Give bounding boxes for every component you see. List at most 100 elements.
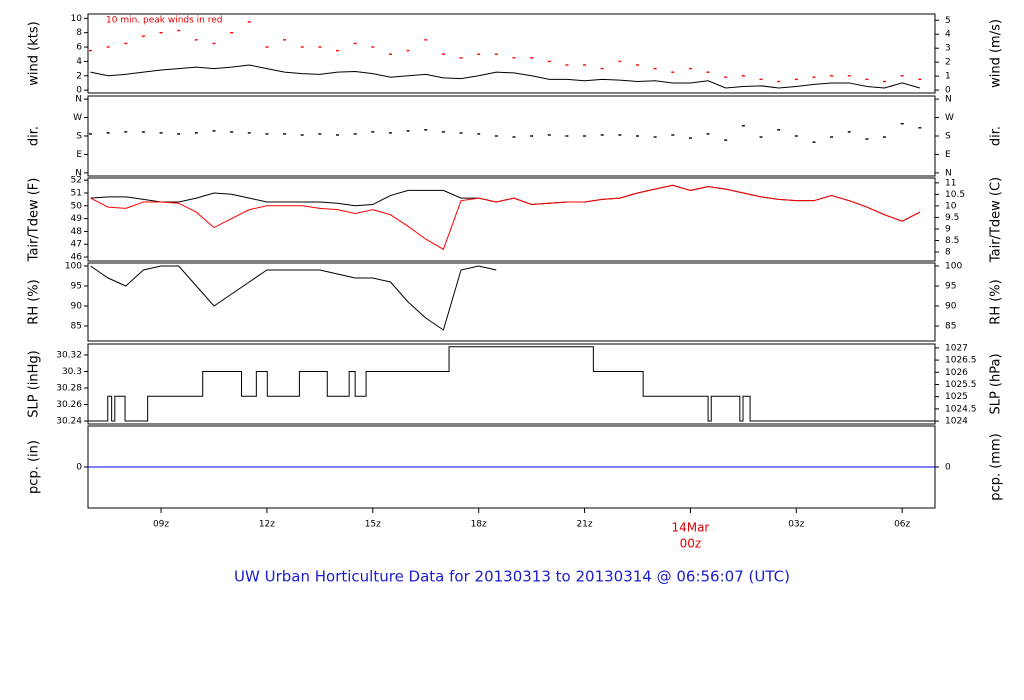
data-point [530, 57, 534, 59]
x-tick-label: 15z [365, 520, 381, 530]
data-point [759, 78, 763, 81]
data-point [794, 135, 798, 137]
data-point [300, 134, 304, 136]
data-point [353, 42, 357, 45]
y2-tick-label: 95 [945, 282, 956, 292]
data-point [230, 31, 234, 34]
y2-tick-label: 2 [945, 58, 951, 68]
panel-frame [87, 262, 936, 342]
data-point [283, 39, 287, 41]
data-point [706, 133, 710, 135]
data-point [336, 49, 340, 52]
data-point [336, 134, 340, 136]
data-point [618, 60, 622, 63]
y2-tick-label: 10.5 [945, 190, 965, 200]
y-tick-label: 2 [76, 71, 82, 81]
x-tick-label: 06z [894, 520, 910, 530]
data-point [388, 53, 392, 55]
y-tick-label: 30.28 [56, 384, 82, 394]
data-point [494, 135, 498, 137]
data-point [794, 78, 798, 81]
data-point [900, 122, 904, 125]
data-point [177, 133, 181, 135]
data-line [90, 265, 497, 331]
x-date-label: 14Mar [671, 521, 709, 535]
y-axis-label: wind (kts) [27, 21, 42, 85]
data-point [777, 129, 781, 131]
data-point [759, 136, 763, 138]
data-point [247, 132, 251, 134]
data-point [159, 31, 163, 34]
data-line [90, 64, 920, 89]
data-point [653, 136, 657, 138]
y2-tick-label: 9.5 [945, 213, 959, 223]
y2-tick-label: E [945, 150, 951, 160]
y-tick-label: 95 [71, 282, 82, 292]
data-point [847, 75, 851, 77]
data-point [918, 127, 922, 129]
data-point [441, 53, 445, 55]
y2-tick-label: 11 [945, 178, 956, 188]
data-point [124, 42, 128, 45]
data-point [688, 137, 692, 139]
data-point [106, 46, 110, 48]
data-point [141, 35, 145, 37]
y-tick-label: S [76, 132, 82, 142]
y2-tick-label: 1 [945, 72, 951, 82]
y2-tick-label: 8 [945, 248, 951, 258]
y-tick-label: W [73, 113, 82, 123]
y2-tick-label: 1025 [945, 392, 968, 402]
data-point [106, 132, 110, 134]
data-point [900, 75, 904, 77]
data-point [724, 76, 728, 78]
x-tick-label: 09z [153, 520, 169, 530]
data-point [777, 80, 781, 83]
data-point [883, 136, 887, 138]
data-point [741, 75, 745, 77]
x-tick-label: 00z [680, 537, 702, 551]
data-point [741, 125, 745, 127]
y-tick-label: 90 [71, 302, 83, 312]
y2-tick-label: 0 [945, 86, 951, 96]
data-point [265, 133, 269, 135]
y-tick-label: 30.32 [56, 350, 82, 360]
y2-tick-label: 9 [945, 224, 951, 234]
y-axis-label: pcp. (in) [27, 440, 42, 494]
panel-frame [87, 177, 936, 262]
data-point [459, 57, 463, 59]
data-point [194, 39, 198, 41]
data-point [883, 80, 887, 83]
y2-axis-label: SLP (hPa) [989, 353, 1004, 414]
y2-tick-label: 90 [945, 302, 957, 312]
data-point [177, 29, 181, 32]
y-tick-label: 0 [76, 86, 82, 96]
y2-axis-label: RH (%) [989, 279, 1004, 324]
y-tick-label: 6 [76, 43, 82, 53]
data-point [424, 129, 428, 131]
y2-axis-label: dir. [989, 126, 1004, 146]
data-point [847, 131, 851, 133]
data-point [477, 53, 481, 55]
data-point [124, 131, 128, 133]
y2-tick-label: 100 [945, 262, 962, 272]
data-point [635, 64, 639, 66]
y2-tick-label: 5 [945, 16, 951, 26]
data-point [441, 131, 445, 133]
data-point [424, 39, 428, 41]
data-point [671, 134, 675, 136]
data-point [653, 67, 657, 70]
y-tick-label: 49 [71, 214, 83, 224]
y2-tick-label: 1027 [945, 343, 968, 353]
data-point [583, 135, 587, 137]
data-line [88, 346, 935, 422]
data-point [141, 131, 145, 133]
y-tick-label: 4 [76, 57, 82, 67]
data-point [706, 71, 710, 73]
y2-tick-label: N [945, 95, 952, 105]
y2-tick-label: 8.5 [945, 236, 959, 246]
y-tick-label: E [76, 150, 82, 160]
y2-axis-label: pcp. (mm) [989, 433, 1004, 500]
data-point [918, 78, 922, 81]
data-point [459, 132, 463, 134]
